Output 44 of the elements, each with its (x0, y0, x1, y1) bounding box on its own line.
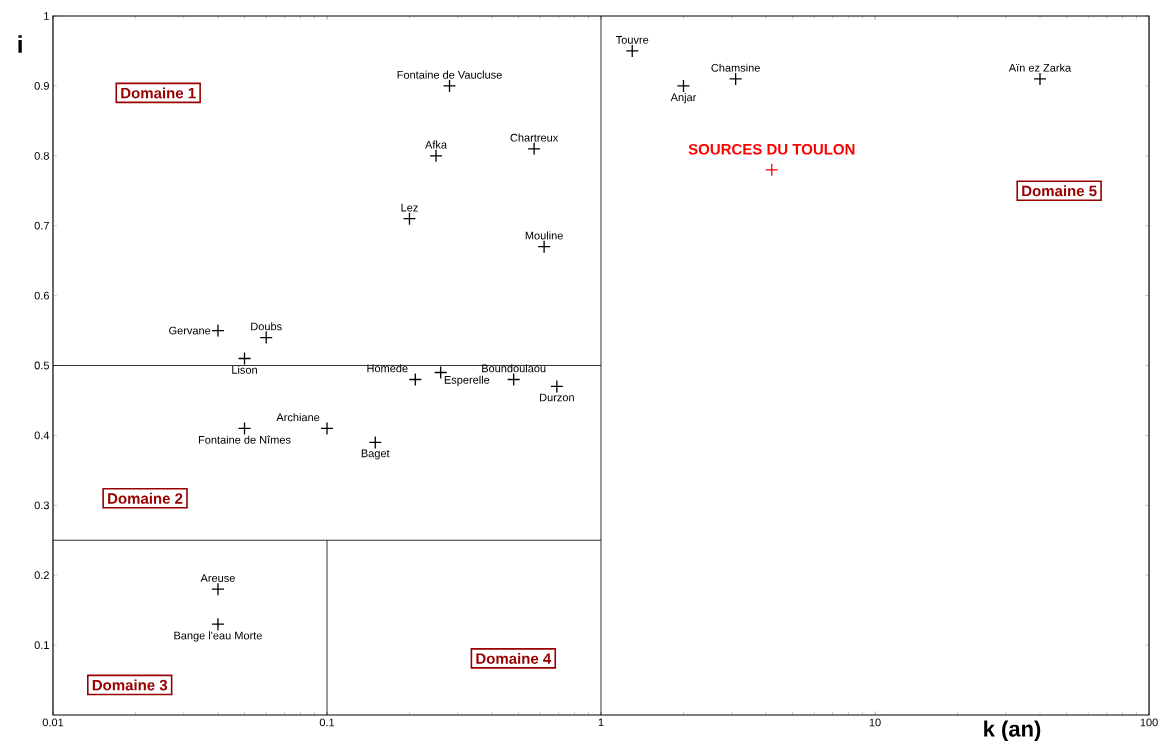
series-label: Touvre (615, 36, 649, 44)
annotation: Domaine 4 (476, 652, 552, 664)
series-label: Fontaine de Nîmes (198, 435, 291, 444)
x-axis-title: k (an) (984, 720, 1041, 742)
series-label: Gervane (169, 326, 211, 335)
series-label: Homede (367, 364, 408, 373)
y-tick-label: 0.4 (34, 431, 50, 440)
series-label: Archiane (276, 413, 320, 422)
x-tick-label: 1 (598, 718, 604, 727)
series-label: Afka (425, 140, 448, 149)
series-label: Fontaine de Vaucluse (397, 70, 502, 79)
y-tick-label: 0.7 (34, 221, 49, 230)
x-tick-label: 0.01 (42, 718, 64, 727)
series-label: Chartreux (510, 133, 559, 142)
series-label: Mouline (525, 231, 563, 240)
series-label: Baget (361, 449, 390, 460)
series-label: Esperelle (444, 375, 490, 386)
y-tick-label: 0.9 (34, 82, 49, 90)
y-tick-label: 0.2 (34, 571, 49, 580)
series-label: Areuse (200, 574, 235, 582)
y-tick-label: 0.6 (34, 291, 49, 300)
series-label: Doubs (251, 322, 282, 331)
series-label: Lez (401, 203, 418, 212)
y-tick-label: 0.3 (34, 501, 49, 510)
series-label: SOURCES DU TOULON (688, 143, 855, 155)
series-label: Lison (232, 365, 257, 374)
series-label: Chamsine (711, 63, 760, 72)
y-tick-label: 0.5 (34, 361, 49, 370)
y-tick-label: 0.1 (34, 641, 49, 649)
y-tick-label: 0.8 (34, 151, 49, 160)
annotation: Domaine 2 (108, 492, 183, 504)
series-label: Durzon (540, 393, 574, 402)
y-tick-label: 1 (44, 12, 49, 20)
y-axis-title: i (18, 35, 22, 53)
series-label: Boundoulaou (482, 364, 546, 373)
annotation: Domaine 1 (121, 87, 196, 99)
annotation: Domaine 3 (92, 679, 168, 691)
series-label: Anjar (670, 93, 697, 104)
x-tick-label: 0.1 (319, 718, 335, 727)
series-label: Bange l'eau Morte (174, 631, 262, 642)
x-tick-label: 10 (869, 718, 881, 727)
annotation: Domaine 5 (1022, 185, 1097, 197)
x-tick-label: 100 (1140, 718, 1158, 727)
series-label: Aïn ez Zarka (1008, 63, 1072, 72)
